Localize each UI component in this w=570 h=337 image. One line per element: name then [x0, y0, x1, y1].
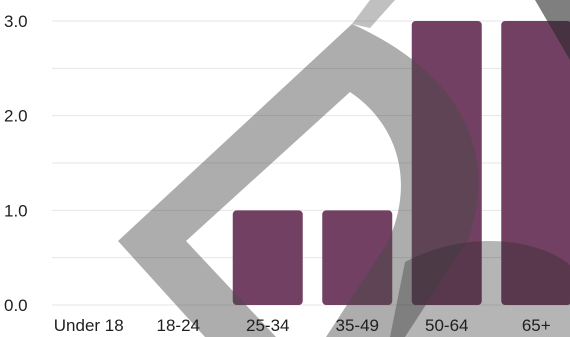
grid-lines: [52, 20, 570, 306]
x-tick-label: 18-24: [157, 316, 200, 335]
x-axis-ticks: Under 18 18-24 25-34 35-49 50-64 65+: [54, 316, 551, 335]
y-tick-label: 3.0: [4, 12, 28, 31]
bar: [411, 21, 482, 305]
watermark-chevron: [118, 0, 570, 337]
y-tick-label: 0.0: [4, 296, 28, 315]
top-right-corner-wedge: [535, 0, 570, 60]
x-tick-label: 65+: [522, 316, 551, 335]
bars: [232, 21, 570, 305]
x-tick-label: 50-64: [425, 316, 468, 335]
chevron-tip: [352, 0, 395, 28]
bar: [232, 210, 303, 305]
x-tick-label: 35-49: [336, 316, 379, 335]
y-tick-label: 1.0: [4, 201, 28, 220]
y-axis-ticks: 0.0 1.0 2.0 3.0: [4, 12, 28, 315]
bar: [501, 21, 570, 305]
chevron-watermark-shape: [118, 24, 479, 337]
lower-right-wedge: [390, 241, 570, 337]
y-tick-label: 2.0: [4, 107, 28, 126]
x-tick-label: Under 18: [54, 316, 124, 335]
bar: [322, 210, 393, 305]
x-tick-label: 25-34: [246, 316, 289, 335]
